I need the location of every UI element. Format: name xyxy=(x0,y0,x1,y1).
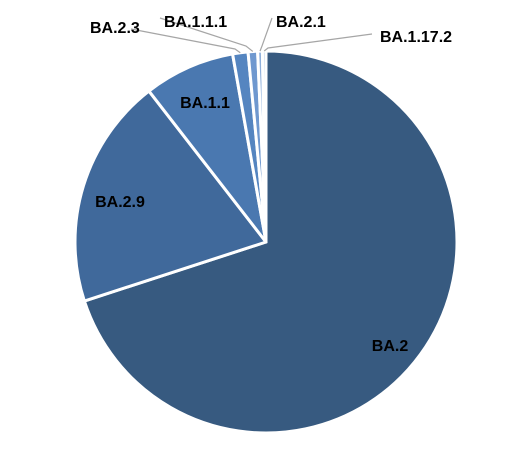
data-label-ba-1-1: BA.1.1 xyxy=(180,95,230,112)
data-label-ba-1-17-2: BA.1.17.2 xyxy=(380,29,452,46)
pie-slices xyxy=(73,49,459,435)
leader-lines xyxy=(130,17,373,54)
leader-line-ba-2-1 xyxy=(259,17,273,52)
data-label-ba-1-1-1: BA.1.1.1 xyxy=(164,14,227,31)
leader-line-ba-1-1-1 xyxy=(159,17,254,52)
pie-slice-ba-1-1 xyxy=(147,52,268,244)
pie-slice-ba-2 xyxy=(82,49,459,435)
leader-line-ba-2-3 xyxy=(130,28,241,54)
data-labels: BA.2 BA.2.9 BA.1.1 BA.2.3 BA.1.1.1 BA.2.1 BA.1… xyxy=(90,14,452,355)
data-label-ba-2-1: BA.2.1 xyxy=(276,14,326,31)
data-label-ba-2: BA.2 xyxy=(372,338,409,355)
pie-slice-ba-2-9 xyxy=(73,89,268,303)
data-label-ba-2-3: BA.2.3 xyxy=(90,20,140,37)
leader-line-ba-1-17-2 xyxy=(263,33,373,52)
data-label-ba-2-9: BA.2.9 xyxy=(95,194,145,211)
